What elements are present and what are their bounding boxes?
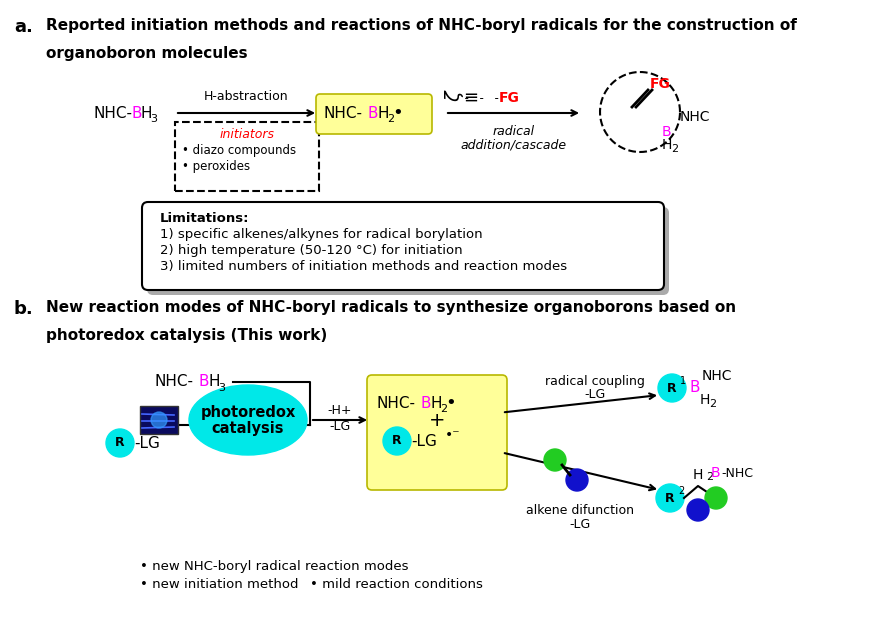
Text: H: H [378, 106, 389, 120]
Text: B: B [689, 380, 700, 396]
Text: B: B [199, 375, 210, 389]
Text: addition/cascade: addition/cascade [460, 138, 566, 151]
Text: H-abstraction: H-abstraction [204, 90, 289, 103]
Text: • diazo compounds: • diazo compounds [182, 144, 296, 157]
FancyBboxPatch shape [142, 202, 663, 290]
Text: H: H [692, 468, 702, 482]
Text: FG: FG [498, 91, 519, 105]
Text: R: R [667, 382, 676, 394]
Text: NHC-: NHC- [324, 106, 362, 120]
Text: Reported initiation methods and reactions of NHC-boryl radicals for the construc: Reported initiation methods and reaction… [46, 18, 796, 33]
Circle shape [151, 412, 167, 428]
Text: 3: 3 [150, 114, 157, 124]
Text: R: R [392, 434, 402, 448]
Text: 2: 2 [387, 114, 394, 124]
Text: 3) limited numbers of initiation methods and reaction modes: 3) limited numbers of initiation methods… [160, 260, 567, 273]
Text: B: B [661, 125, 671, 139]
Text: •: • [391, 104, 403, 122]
Text: NHC-: NHC- [94, 106, 132, 120]
Text: NHC: NHC [679, 110, 709, 124]
Text: photoredox: photoredox [200, 404, 296, 420]
Text: -H+: -H+ [327, 403, 352, 417]
Text: 1: 1 [679, 376, 685, 386]
Text: H: H [699, 393, 709, 407]
Circle shape [106, 429, 134, 457]
Text: organoboron molecules: organoboron molecules [46, 46, 247, 61]
Text: radical: radical [492, 125, 534, 138]
Text: initiators: initiators [219, 128, 275, 141]
Circle shape [704, 487, 726, 509]
Text: 2: 2 [439, 404, 446, 414]
Text: B: B [710, 466, 720, 480]
Circle shape [382, 427, 410, 455]
Text: B: B [132, 106, 142, 120]
Text: 2) high temperature (50-120 °C) for initiation: 2) high temperature (50-120 °C) for init… [160, 244, 462, 257]
Text: B: B [420, 396, 431, 410]
Text: a.: a. [14, 18, 32, 36]
Text: b.: b. [14, 300, 33, 318]
Text: H: H [661, 138, 672, 152]
Text: New reaction modes of NHC-boryl radicals to synthesize organoborons based on: New reaction modes of NHC-boryl radicals… [46, 300, 735, 315]
Text: • peroxides: • peroxides [182, 160, 250, 173]
Text: -LG: -LG [410, 434, 437, 448]
Text: 2: 2 [709, 399, 716, 409]
Text: • new initiation method: • new initiation method [139, 578, 298, 591]
Text: B: B [367, 106, 378, 120]
Text: ≡: ≡ [462, 89, 478, 107]
Circle shape [544, 449, 566, 471]
Text: 2: 2 [677, 486, 683, 496]
Text: -LG: -LG [329, 420, 350, 434]
FancyBboxPatch shape [316, 94, 431, 134]
FancyBboxPatch shape [139, 406, 178, 434]
Text: 3: 3 [217, 383, 225, 393]
Text: Limitations:: Limitations: [160, 212, 249, 225]
Text: • mild reaction conditions: • mild reaction conditions [310, 578, 482, 591]
Text: NHC-: NHC- [155, 375, 194, 389]
Text: H: H [141, 106, 153, 120]
Text: • new NHC-boryl radical reaction modes: • new NHC-boryl radical reaction modes [139, 560, 408, 573]
FancyBboxPatch shape [367, 375, 506, 490]
Text: 2: 2 [705, 472, 712, 482]
Text: photoredox catalysis (This work): photoredox catalysis (This work) [46, 328, 327, 343]
Text: NHC-: NHC- [376, 396, 416, 410]
Text: •⁻: •⁻ [445, 428, 460, 442]
Text: catalysis: catalysis [211, 422, 284, 436]
Circle shape [566, 469, 588, 491]
FancyBboxPatch shape [146, 207, 668, 295]
Text: -LG: -LG [134, 436, 160, 450]
FancyBboxPatch shape [175, 122, 318, 191]
Text: -LG: -LG [584, 389, 605, 401]
Circle shape [686, 499, 709, 521]
Text: alkene difunction: alkene difunction [525, 504, 633, 516]
Text: FG: FG [649, 77, 670, 91]
Text: - - -: - - - [462, 92, 500, 104]
Text: H: H [209, 375, 220, 389]
Text: R: R [115, 436, 125, 450]
Text: H: H [431, 396, 442, 410]
Text: NHC: NHC [702, 369, 731, 383]
Circle shape [655, 484, 683, 512]
Text: ζ: ζ [445, 92, 464, 102]
Text: radical coupling: radical coupling [545, 375, 645, 387]
Text: 1) specific alkenes/alkynes for radical borylation: 1) specific alkenes/alkynes for radical … [160, 228, 482, 241]
Text: +: + [428, 411, 445, 431]
Text: R: R [665, 492, 674, 504]
Ellipse shape [189, 385, 307, 455]
Text: -LG: -LG [568, 518, 590, 530]
Text: •: • [445, 394, 455, 412]
Circle shape [657, 374, 685, 402]
Text: -NHC: -NHC [720, 467, 752, 480]
Text: 2: 2 [670, 144, 677, 154]
